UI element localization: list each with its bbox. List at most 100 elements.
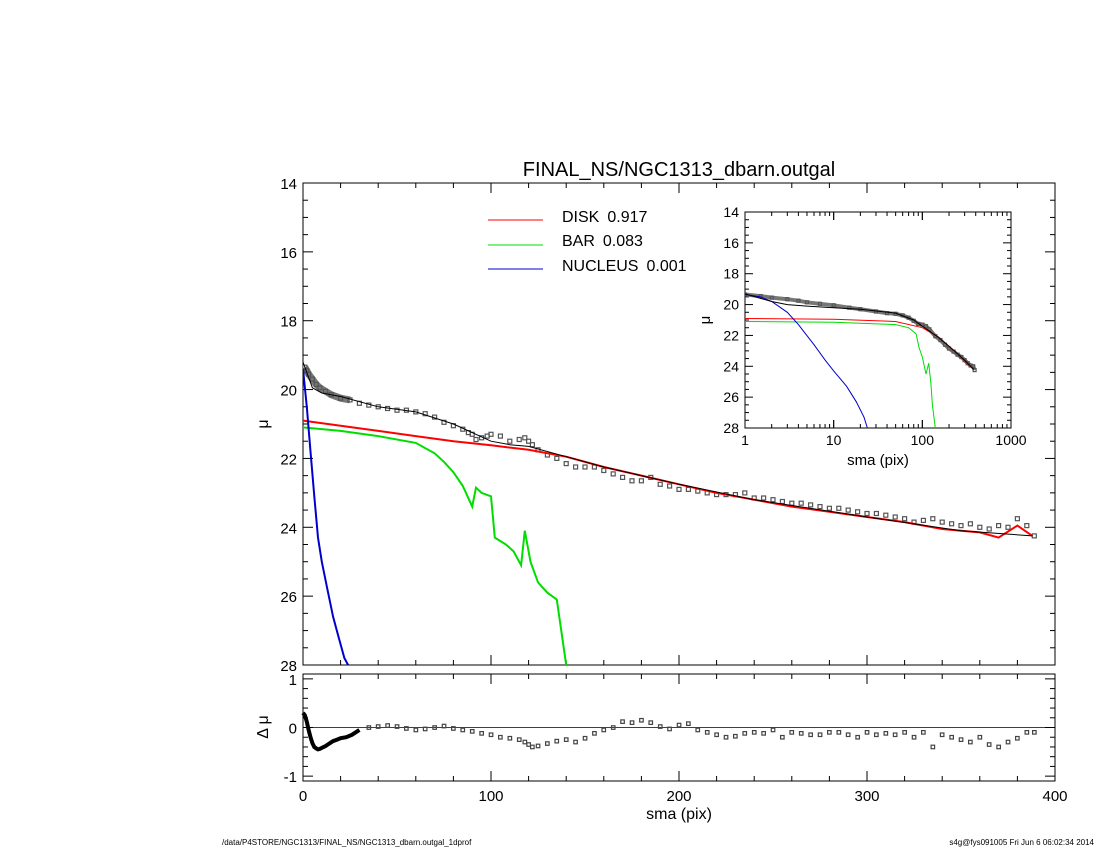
observed-point (817, 504, 823, 510)
x-tick-label: 0 (299, 788, 307, 805)
residual-point (798, 730, 804, 736)
observed-point (920, 517, 927, 524)
residual-point (817, 732, 823, 738)
residual-point (732, 733, 738, 739)
inset-y-tick-label: 26 (723, 389, 739, 405)
observed-point (939, 519, 945, 525)
observed-point (516, 436, 522, 443)
y-tick-label: 14 (280, 176, 297, 193)
residual-point (629, 720, 635, 726)
residual-point (770, 727, 776, 733)
y-tick-label: 20 (280, 383, 297, 400)
observed-point (638, 478, 645, 484)
residual-point (911, 734, 917, 740)
observed-point (892, 514, 898, 520)
residual-y-label: Δ μ (255, 715, 272, 738)
residual-point (892, 732, 898, 738)
y-tick-label: 16 (280, 245, 297, 262)
inset-y-label: μ (697, 316, 714, 325)
observed-point (779, 498, 786, 505)
residual-panel: 10-10 100 200 300 400 sma (pix) Δ μ (255, 672, 1068, 823)
residual-x-label: sma (pix) (646, 806, 712, 823)
observed-point (958, 522, 964, 529)
residual-point (535, 743, 541, 749)
observed-point (901, 516, 908, 522)
residual-point (422, 726, 428, 732)
observed-point (488, 431, 494, 437)
residual-point (920, 729, 926, 735)
observed-point (807, 502, 814, 508)
residual-point (695, 727, 701, 733)
residual-point (610, 725, 616, 730)
legend: DISK 0.917 BAR 0.083 NUCLEUS 0.001 (488, 209, 687, 275)
residual-axes: 10-10 100 200 300 400 (284, 672, 1068, 805)
x-tick-label: 400 (1042, 788, 1067, 805)
residual-point (592, 730, 597, 736)
residual-point (404, 726, 409, 731)
residual-point (529, 744, 535, 750)
observed-point (1005, 524, 1011, 530)
inset-y-tick-label: 16 (723, 235, 739, 251)
inset-bar-line (745, 321, 936, 428)
observed-point (873, 510, 880, 517)
inset-observed-point (831, 303, 836, 308)
residual-point (958, 737, 964, 743)
observed-point (657, 481, 663, 487)
y-tick-label: 28 (280, 658, 297, 675)
inset-observed-point (804, 300, 810, 305)
inset-model-total-line (745, 293, 975, 370)
residual-point (808, 732, 814, 738)
residual-point (657, 724, 663, 729)
nucleus-line (303, 368, 349, 665)
observed-point (309, 376, 315, 382)
residual-point (986, 742, 992, 747)
x-tick-label: 300 (854, 788, 879, 805)
residual-point (385, 723, 390, 728)
observed-point (394, 407, 400, 413)
legend-nucleus-label: NUCLEUS 0.001 (562, 258, 687, 275)
inset-observed-point (769, 295, 774, 300)
observed-point (798, 500, 804, 506)
observed-point (497, 433, 503, 439)
inset-plot-frame (744, 211, 1012, 429)
residual-point (714, 732, 720, 738)
observed-point (522, 435, 528, 441)
inset-y-tick-label: 18 (723, 266, 739, 282)
observed-point (629, 478, 635, 484)
observed-point (836, 505, 842, 511)
residual-point (432, 725, 437, 730)
observed-point (760, 495, 767, 501)
residual-point (676, 722, 682, 728)
observed-point (676, 486, 682, 492)
residual-point (544, 741, 550, 746)
observed-point (563, 461, 569, 467)
residual-point (563, 737, 569, 743)
observed-point (742, 490, 748, 496)
inset-x-label: sma (pix) (847, 452, 909, 469)
inset-observed-point (946, 346, 952, 351)
residual-point (977, 734, 983, 740)
observed-point (967, 521, 974, 527)
observed-point (507, 438, 513, 444)
residual-point (902, 729, 908, 735)
residual-point (639, 717, 644, 723)
chart-title: FINAL_NS/NGC1313_dbarn.outgal (523, 159, 835, 181)
bar-line (303, 426, 568, 665)
residual-point (967, 739, 973, 745)
residual-point (620, 719, 625, 725)
residual-point (1024, 729, 1030, 735)
residual-point (522, 739, 528, 745)
inset-x-tick-label: 10 (826, 432, 842, 448)
residual-point (648, 720, 654, 726)
residual-point (526, 742, 532, 747)
inset-x-tick-label: 1 (741, 432, 749, 448)
observed-point (986, 526, 992, 532)
residual-point (582, 735, 588, 741)
residual-point (949, 734, 955, 740)
inset-observed-point (972, 368, 977, 373)
inset-series-layer (745, 292, 977, 428)
inset-x-tick-label: 100 (911, 432, 935, 448)
x-tick-label: 200 (666, 788, 691, 805)
main-axes: 14 16 18 20 22 24 26 28 (280, 176, 1056, 675)
